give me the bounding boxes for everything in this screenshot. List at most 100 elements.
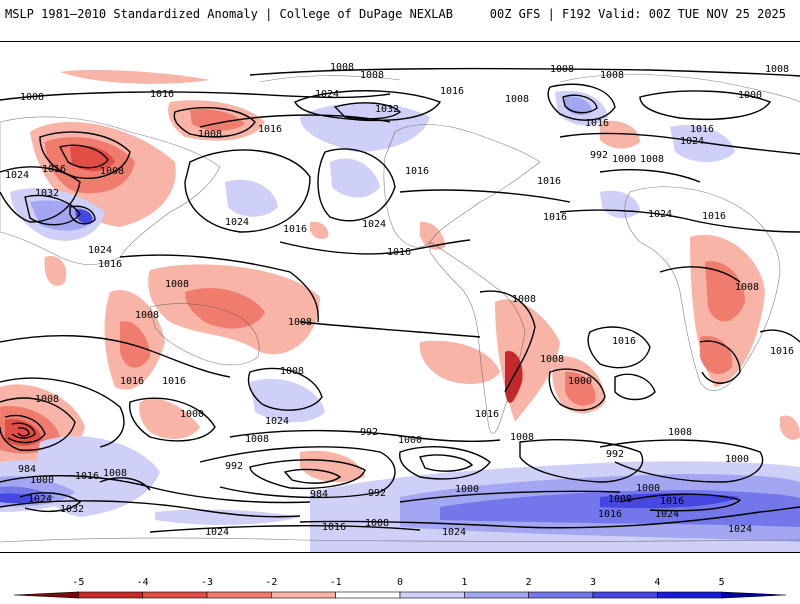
isobar-label: 1008 [640,154,664,165]
colorbar-tick-label: 0 [397,577,403,588]
isobar [4,414,46,444]
isobar [0,166,81,223]
isobar-label: 1008 [360,70,384,81]
isobar-label: 1016 [150,89,174,100]
colorbar-tick-label: -1 [330,577,342,588]
isobar [11,422,36,439]
isobar-label: 1000 [30,475,54,486]
isobar [24,194,81,226]
isobar-label: 1024 [442,527,466,538]
colorbar-swatch [78,591,143,599]
isobar-label: 1024 [648,209,672,220]
colorbar-swatch [206,591,272,599]
isobar-label: 992 [360,427,378,438]
isobar-labels: 1008 1008 1008 1008 1008 1016 1024 1032 … [5,62,794,538]
coastlines [0,74,800,543]
isobar-label: 1032 [375,104,399,115]
anomaly-colorbar: -5 -4 -3 -2 -1 0 1 2 3 4 5 [0,572,800,600]
isobar-label: 1016 [283,224,307,235]
isobar [479,290,536,393]
isobar-label: 1016 [258,124,282,135]
isobar [619,493,742,512]
isobar [0,475,311,504]
isobar [562,94,598,114]
isobar-label: 1008 [540,354,564,365]
isobar [547,83,616,121]
anomaly-region [139,398,200,439]
isobar-label: 1008 [103,468,127,479]
isobar [119,254,319,323]
isobar-label: 1008 [365,518,389,529]
isobar [659,266,741,283]
isobar-label: 992 [225,461,243,472]
isobar [759,329,800,343]
isobar-label: 1016 [75,471,99,482]
isobar-label: 1016 [702,211,726,222]
isobar-label: 1008 [280,366,304,377]
isobar-label: 1008 [288,317,312,328]
isobar-label: 1008 [20,92,44,103]
isobar-label: 1024 [88,245,112,256]
anomaly-region [155,509,300,525]
anomaly-region [330,158,380,198]
isobar-contours [0,67,800,533]
isobar [299,506,800,529]
positive-anomaly-shading [0,90,800,552]
isobar [398,446,491,480]
colorbar-swatch [142,591,208,599]
anomaly-region [565,371,596,406]
anomaly-region [60,69,210,84]
colorbar-swatch [13,591,79,599]
anomaly-region [705,261,745,322]
isobar [0,397,76,451]
anomaly-region [600,120,640,149]
isobar-label: 1000 [738,90,762,101]
isobar-label: 1016 [42,164,66,175]
isobar-label: 1008 [608,494,632,505]
isobar [299,321,481,338]
isobar-label: 1016 [440,86,464,97]
isobar [184,149,311,233]
anomaly-region [250,378,325,423]
isobar [639,90,772,121]
isobar-label: 1000 [568,376,592,387]
isobar-label: 1008 [505,94,529,105]
anomaly-region [670,124,735,163]
colorbar-tick-label: 2 [526,577,532,588]
colorbar-swatch [721,591,787,599]
isobar [229,429,501,442]
isobar [333,102,402,120]
colorbar-tick-label: -4 [137,577,149,588]
colorbar-tick-label: 5 [719,577,725,588]
colorbar-tick-label: 3 [590,577,596,588]
isobar-label: 1016 [690,124,714,135]
mslp-anomaly-map: 1008 1008 1008 1008 1008 1016 1024 1032 … [0,41,800,553]
colorbar-tick-label: -3 [201,577,213,588]
isobar-label: 1008 [35,394,59,405]
anomaly-region [0,493,38,504]
isobar-label: 984 [310,489,328,500]
isobar [0,91,391,101]
isobar-label: 1016 [598,509,622,520]
colorbar-tick-label: -2 [265,577,277,588]
isobar [614,373,656,401]
colorbar-swatch [592,591,658,599]
isobar-label: 1008 [765,64,789,75]
isobar-label: 1000 [636,483,660,494]
isobar [99,477,151,491]
isobar [279,239,471,255]
isobar-label: 1016 [770,346,794,357]
anomaly-region [300,450,365,483]
isobar-label: 1016 [585,118,609,129]
isobar [39,131,131,179]
isobar-label: 1032 [35,188,59,199]
isobar-label: 1016 [537,176,561,187]
anomaly-region [780,415,800,440]
isobar-label: 1016 [475,409,499,420]
isobar [399,189,571,203]
isobar-label: 1008 [550,64,574,75]
isobar-label: 1024 [225,217,249,228]
isobar-label: 1024 [28,494,52,505]
isobar-label: 1000 [398,435,422,446]
